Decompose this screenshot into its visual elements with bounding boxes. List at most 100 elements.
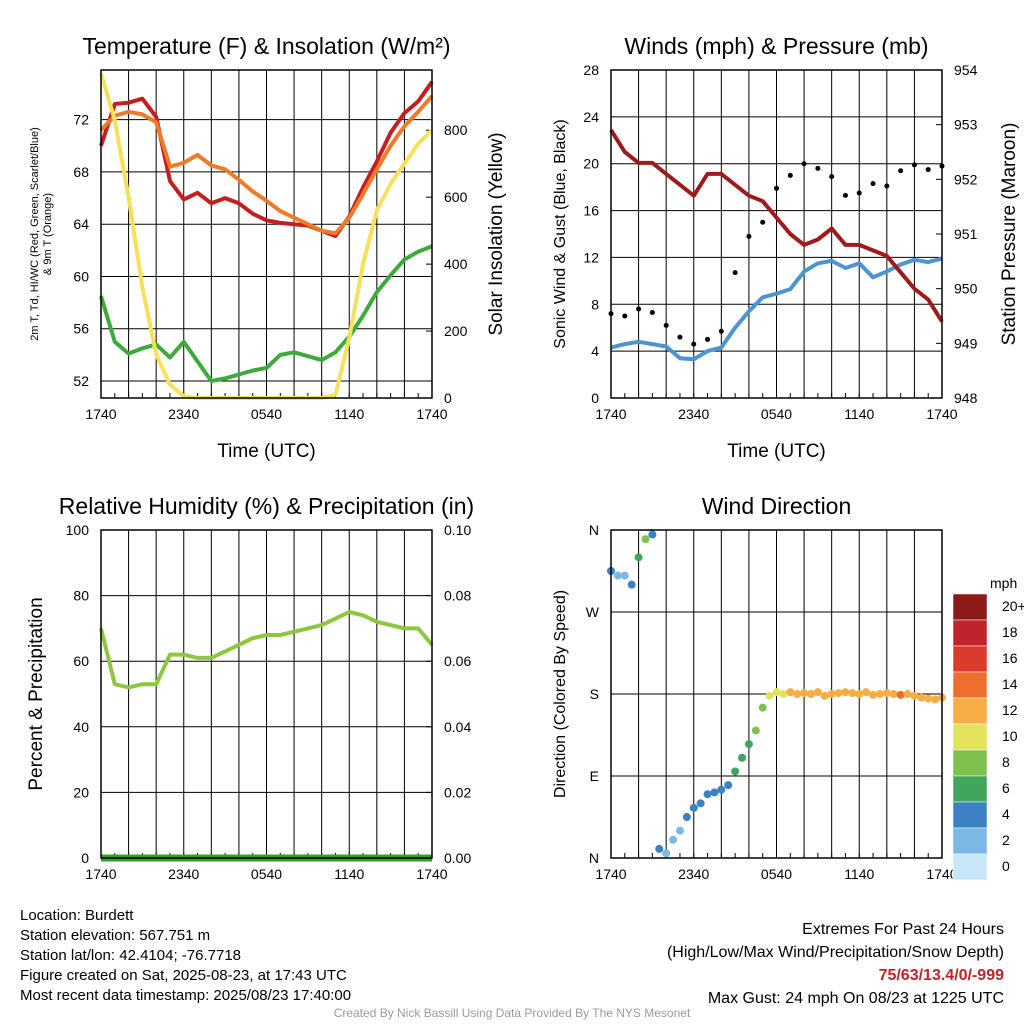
legend-swatch: [952, 801, 988, 829]
x-tick-label: 2340: [678, 866, 709, 882]
y-tick-label: 12: [583, 249, 599, 265]
legend-swatch: [952, 827, 988, 855]
legend-label: 12: [1002, 702, 1018, 718]
gust-point: [801, 161, 807, 167]
x-tick-label: 1740: [926, 406, 957, 422]
gust-point: [636, 306, 642, 312]
y2-tick-label: 952: [954, 171, 978, 187]
x-tick-label: 0540: [761, 866, 792, 882]
y2-tick-label: 600: [444, 189, 468, 205]
x-tick-label: 1140: [844, 866, 874, 882]
chart-title: Relative Humidity (%) & Precipitation (i…: [59, 493, 474, 519]
y2-axis-label: Station Pressure (Maroon): [999, 123, 1020, 346]
y2-tick-label: 0.08: [444, 588, 471, 604]
y2-tick-label: 0: [444, 390, 452, 406]
y2-tick-label: 0.06: [444, 653, 471, 669]
y2-tick-label: 0.02: [444, 784, 471, 800]
y2-tick-label: 0.00: [444, 850, 471, 866]
gust-point: [691, 341, 697, 347]
y2-tick-label: 0.04: [444, 719, 471, 735]
series-line-relative-humidity: [99, 610, 434, 690]
y-axis-label: Percent & Precipitation: [26, 597, 47, 790]
y-tick-label: 0: [81, 850, 89, 866]
y-tick-label: W: [586, 604, 600, 620]
direction-point: [682, 813, 691, 821]
x-tick-label: 1740: [416, 866, 447, 882]
plot-frame: [100, 69, 433, 399]
direction-point: [634, 553, 643, 562]
chart-title: Wind Direction: [702, 493, 852, 519]
y-tick-label: 52: [73, 373, 89, 389]
direction-point: [841, 688, 850, 697]
direction-point: [703, 790, 712, 799]
direction-point: [758, 703, 767, 712]
direction-point: [875, 690, 884, 698]
y-tick-label: N: [589, 522, 599, 538]
gust-point: [787, 172, 793, 178]
series-line-2m-t: [99, 80, 434, 238]
gust-point: [925, 167, 931, 173]
x-tick-label: 0540: [761, 406, 792, 422]
direction-point: [827, 690, 836, 698]
gust-point: [870, 181, 876, 187]
direction-point: [710, 788, 719, 797]
direction-point: [613, 571, 622, 580]
gust-point: [774, 185, 779, 191]
direction-point: [903, 690, 912, 698]
x-tick-label: 1740: [595, 406, 626, 422]
figure-created: Figure created on Sat, 2025-08-23, at 17…: [20, 967, 347, 984]
legend-swatch: [952, 775, 988, 803]
direction-point: [751, 726, 760, 735]
x-tick-label: 2340: [168, 866, 199, 882]
gust-point: [663, 322, 669, 328]
gust-point: [815, 165, 821, 171]
y2-tick-label: 951: [954, 226, 978, 242]
direction-point: [772, 688, 781, 697]
extremes-subtitle: (High/Low/Max Wind/Precipitation/Snow De…: [666, 944, 1004, 961]
direction-point: [620, 571, 629, 580]
direction-point: [889, 690, 898, 698]
direction-point: [731, 767, 740, 776]
credit-line: Created By Nick Bassill Using Data Provi…: [333, 1006, 691, 1020]
series-line-station-pressure: [609, 129, 944, 323]
y2-tick-label: 950: [954, 281, 978, 297]
chart-title: Temperature (F) & Insolation (W/m²): [82, 33, 450, 59]
y-tick-label: 100: [66, 522, 90, 538]
series-line-2m-td: [99, 244, 433, 383]
direction-point: [689, 803, 698, 812]
station-location: Location: Burdett: [20, 907, 134, 924]
x-tick-label: 1140: [334, 406, 364, 422]
gust-point: [649, 309, 655, 315]
gust-point: [856, 190, 862, 196]
x-tick-label: 1740: [85, 406, 116, 422]
y-axis-label: 2m T, Td, HI/WC (Red, Green, Scarlet/Blu…: [29, 127, 41, 341]
x-tick-label: 0540: [251, 866, 282, 882]
y-tick-label: S: [590, 686, 599, 702]
direction-point: [800, 689, 809, 698]
y-axis-label: & 9m T (Orange): [42, 193, 54, 275]
y-tick-label: N: [589, 850, 599, 866]
humidity-precipitation-panel: Relative Humidity (%) & Precipitation (i…: [26, 493, 474, 882]
direction-point: [848, 689, 857, 698]
direction-point: [855, 690, 864, 698]
station-latlon: Station lat/lon: 42.4104; -76.7718: [20, 947, 242, 964]
legend-label: 20+: [1002, 598, 1024, 614]
direction-point: [662, 849, 671, 858]
legend-label: 14: [1002, 676, 1018, 692]
y2-tick-label: 948: [954, 390, 978, 406]
extremes-values: 75/63/13.4/0/-999: [878, 967, 1004, 984]
legend-label: 10: [1002, 728, 1018, 744]
y-tick-label: 20: [73, 784, 89, 800]
direction-point: [738, 753, 747, 762]
y2-tick-label: 200: [444, 323, 468, 339]
direction-point: [724, 781, 733, 790]
y-tick-label: 60: [73, 268, 89, 284]
x-tick-label: 1740: [926, 866, 957, 882]
direction-point: [931, 695, 940, 704]
y-tick-label: 56: [73, 321, 89, 337]
legend-swatch: [952, 671, 988, 699]
direction-point: [779, 690, 788, 698]
gust-point: [732, 270, 738, 276]
y2-tick-label: 400: [444, 256, 468, 272]
